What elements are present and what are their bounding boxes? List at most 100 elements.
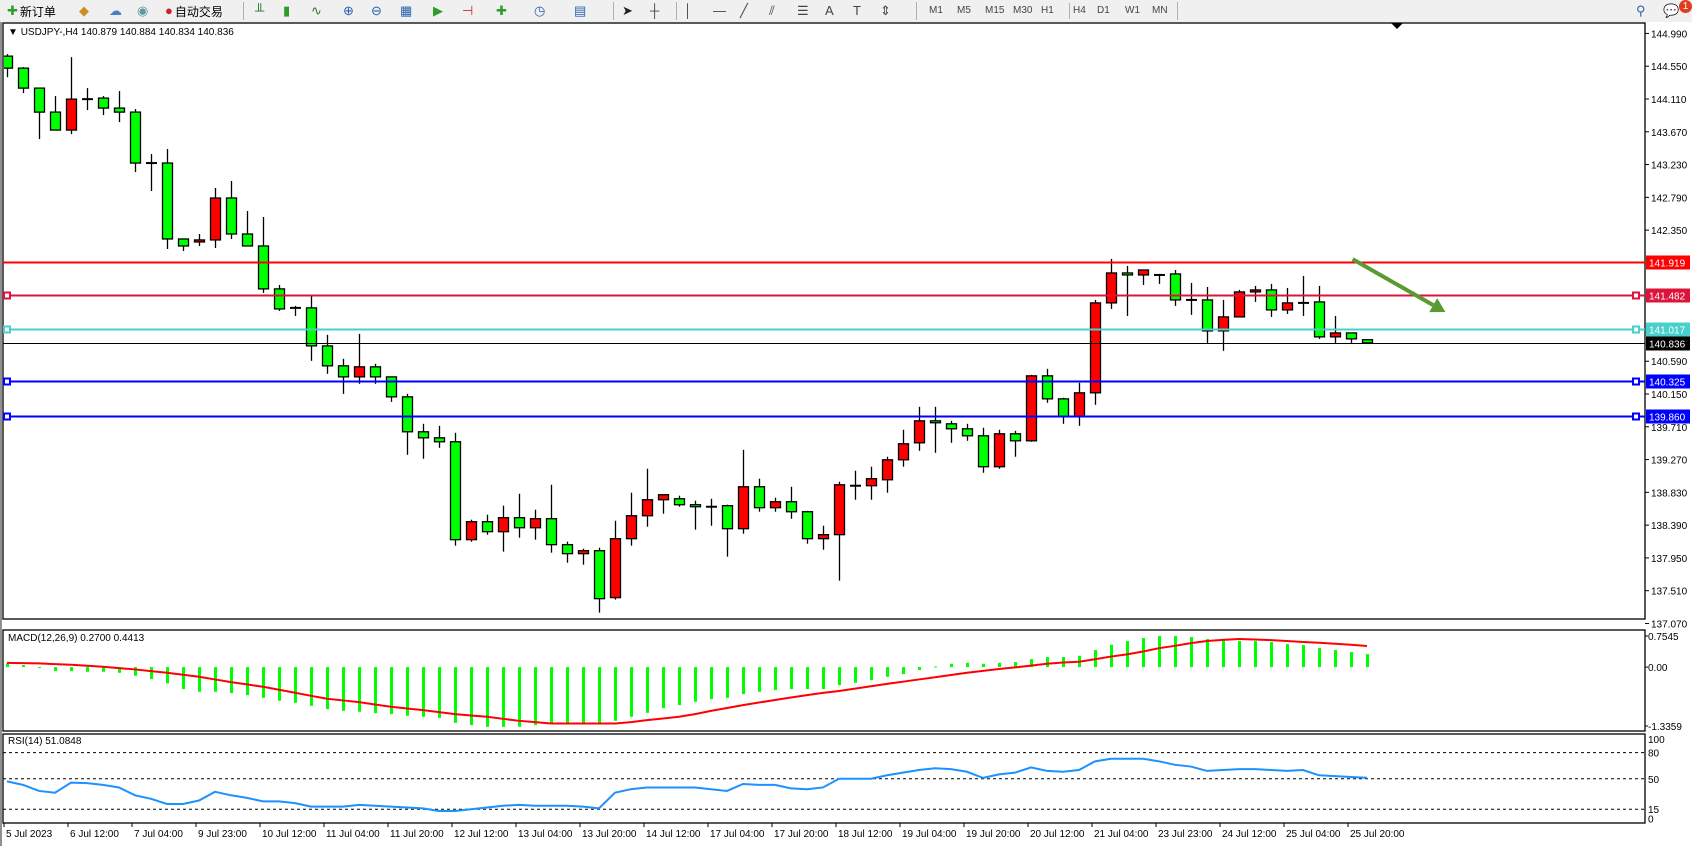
candle-body [689, 504, 702, 508]
price-label-bg [1646, 255, 1690, 270]
macd-histogram-bar [662, 667, 665, 709]
candle [897, 429, 910, 467]
chart-shift-button[interactable]: ⊣ [462, 2, 473, 20]
arrows-button[interactable]: ⇕ [880, 2, 891, 20]
indicators-icon: ✚ [496, 3, 507, 18]
auto-scroll-button[interactable]: ▶ [433, 2, 443, 20]
candle [290, 305, 301, 316]
candle-body [1345, 332, 1358, 340]
macd-histogram-bar [454, 667, 457, 723]
text-label-button[interactable]: T [853, 2, 861, 20]
price-tick-label: 142.350 [1651, 226, 1688, 237]
candle [641, 468, 654, 527]
equidistant-channel-button[interactable]: ⫽ [769, 2, 775, 20]
candle-body [113, 107, 126, 113]
macd-histogram-bar [998, 662, 1001, 668]
timeframe-d1[interactable]: D1 [1097, 5, 1110, 16]
candle-body [945, 423, 958, 430]
trend-arrow-shaft[interactable] [1351, 257, 1435, 307]
candlestick-button[interactable]: ▮ [283, 2, 290, 20]
price-tick-label: 138.390 [1651, 521, 1688, 532]
arrow-head-icon[interactable] [1429, 298, 1446, 313]
candle-body [929, 420, 942, 424]
templates-icon: ▤ [574, 3, 587, 18]
chart-shift-marker-icon[interactable] [1391, 23, 1403, 29]
navigator-button[interactable]: ☁ [109, 2, 122, 20]
zoom-out-button[interactable]: ⊖ [371, 2, 382, 20]
price-tick-label: 140.590 [1651, 357, 1688, 368]
macd-histogram-bar [134, 667, 137, 676]
line-anchor-marker[interactable] [3, 325, 11, 334]
cursor-button[interactable]: ➤ [622, 2, 633, 20]
timeframe-m30[interactable]: M30 [1013, 5, 1033, 16]
line-anchor-marker[interactable] [1632, 377, 1640, 386]
line-anchor-marker[interactable] [3, 412, 11, 421]
candle-body [769, 501, 782, 509]
candle [17, 67, 30, 94]
macd-histogram-bar [1270, 642, 1273, 668]
timeframe-m5[interactable]: M5 [957, 5, 971, 16]
signals-button[interactable]: ◉ [137, 2, 148, 20]
line-anchor-marker[interactable] [1632, 291, 1640, 300]
timeframe-h1[interactable]: H1 [1041, 5, 1054, 16]
macd-histogram-bar [518, 667, 521, 727]
macd-histogram-bar [1158, 636, 1161, 668]
crosshair-button[interactable]: ┼ [650, 2, 659, 20]
fibonacci-button[interactable]: ☰ [797, 2, 809, 20]
candle [593, 547, 606, 613]
line-anchor-marker[interactable] [1632, 325, 1640, 334]
candle [673, 495, 686, 507]
candle [513, 493, 526, 538]
time-tick-label: 13 Jul 20:00 [582, 829, 637, 840]
candle-body [529, 518, 542, 529]
candle [1089, 299, 1102, 405]
timeframe-h4[interactable]: H4 [1069, 3, 1086, 19]
candle [785, 486, 798, 519]
trendline-button[interactable]: ╱ [740, 2, 748, 20]
time-tick-label: 21 Jul 04:00 [1094, 829, 1149, 840]
timeframe-m1[interactable]: M1 [929, 5, 943, 16]
time-tick-label: 20 Jul 12:00 [1030, 829, 1085, 840]
timeframe-mn[interactable]: MN [1152, 5, 1168, 16]
price-line-label: 141.017 [1649, 326, 1686, 337]
candle [1154, 273, 1165, 284]
horizontal-line-button[interactable]: — [713, 2, 726, 20]
price-axis: 144.990 144.550 144.110 143.670 143.230 142.7… [1645, 29, 1688, 630]
timeframe-w1[interactable]: W1 [1125, 5, 1140, 16]
candle [33, 87, 46, 140]
vertical-line-button[interactable]: │ [684, 2, 692, 20]
line-chart-button[interactable]: ∿ [311, 2, 322, 20]
chart-window[interactable]: 144.990 144.550 144.110 143.670 143.230 142.7… [0, 22, 1692, 846]
macd-histogram-bar [822, 667, 825, 690]
collapse-triangle-icon[interactable]: ▼ [8, 27, 18, 38]
line-anchor-marker[interactable] [1632, 412, 1640, 421]
vertical-line-icon: │ [684, 3, 693, 18]
candle-body [433, 437, 446, 443]
indicators-button[interactable]: ✚ [496, 2, 507, 20]
timeframe-m15[interactable]: M15 [985, 5, 1005, 16]
candle [225, 181, 238, 239]
macd-histogram-bar [934, 666, 937, 668]
zoom-in-button[interactable]: ⊕ [343, 2, 354, 20]
candle [305, 295, 318, 361]
tile-windows-button[interactable]: ▦ [400, 2, 412, 20]
bar-chart-button[interactable]: ╨ [255, 2, 264, 20]
periods-button[interactable]: ◷ [534, 2, 545, 20]
candle-body [961, 428, 974, 437]
candle-body [465, 521, 478, 541]
search-button[interactable]: ⚲ [1636, 2, 1646, 20]
line-anchor-marker[interactable] [3, 377, 11, 386]
candle-body [225, 197, 238, 235]
new-order-button[interactable]: ✚ 新订单 [7, 2, 56, 20]
new-order-icon: ✚ [7, 3, 18, 18]
text-button[interactable]: A [825, 2, 834, 20]
fibonacci-icon: ☰ [797, 3, 809, 18]
notification-button[interactable]: 💬 [1663, 2, 1679, 20]
candle [161, 149, 174, 249]
auto-trading-button[interactable]: ● 自动交易 [165, 2, 223, 20]
market-watch-button[interactable]: ◆ [79, 2, 89, 20]
templates-button[interactable]: ▤ [574, 2, 586, 20]
line-anchor-marker[interactable] [3, 291, 11, 300]
price-line-label: 141.919 [1649, 259, 1686, 270]
candle [193, 233, 206, 246]
